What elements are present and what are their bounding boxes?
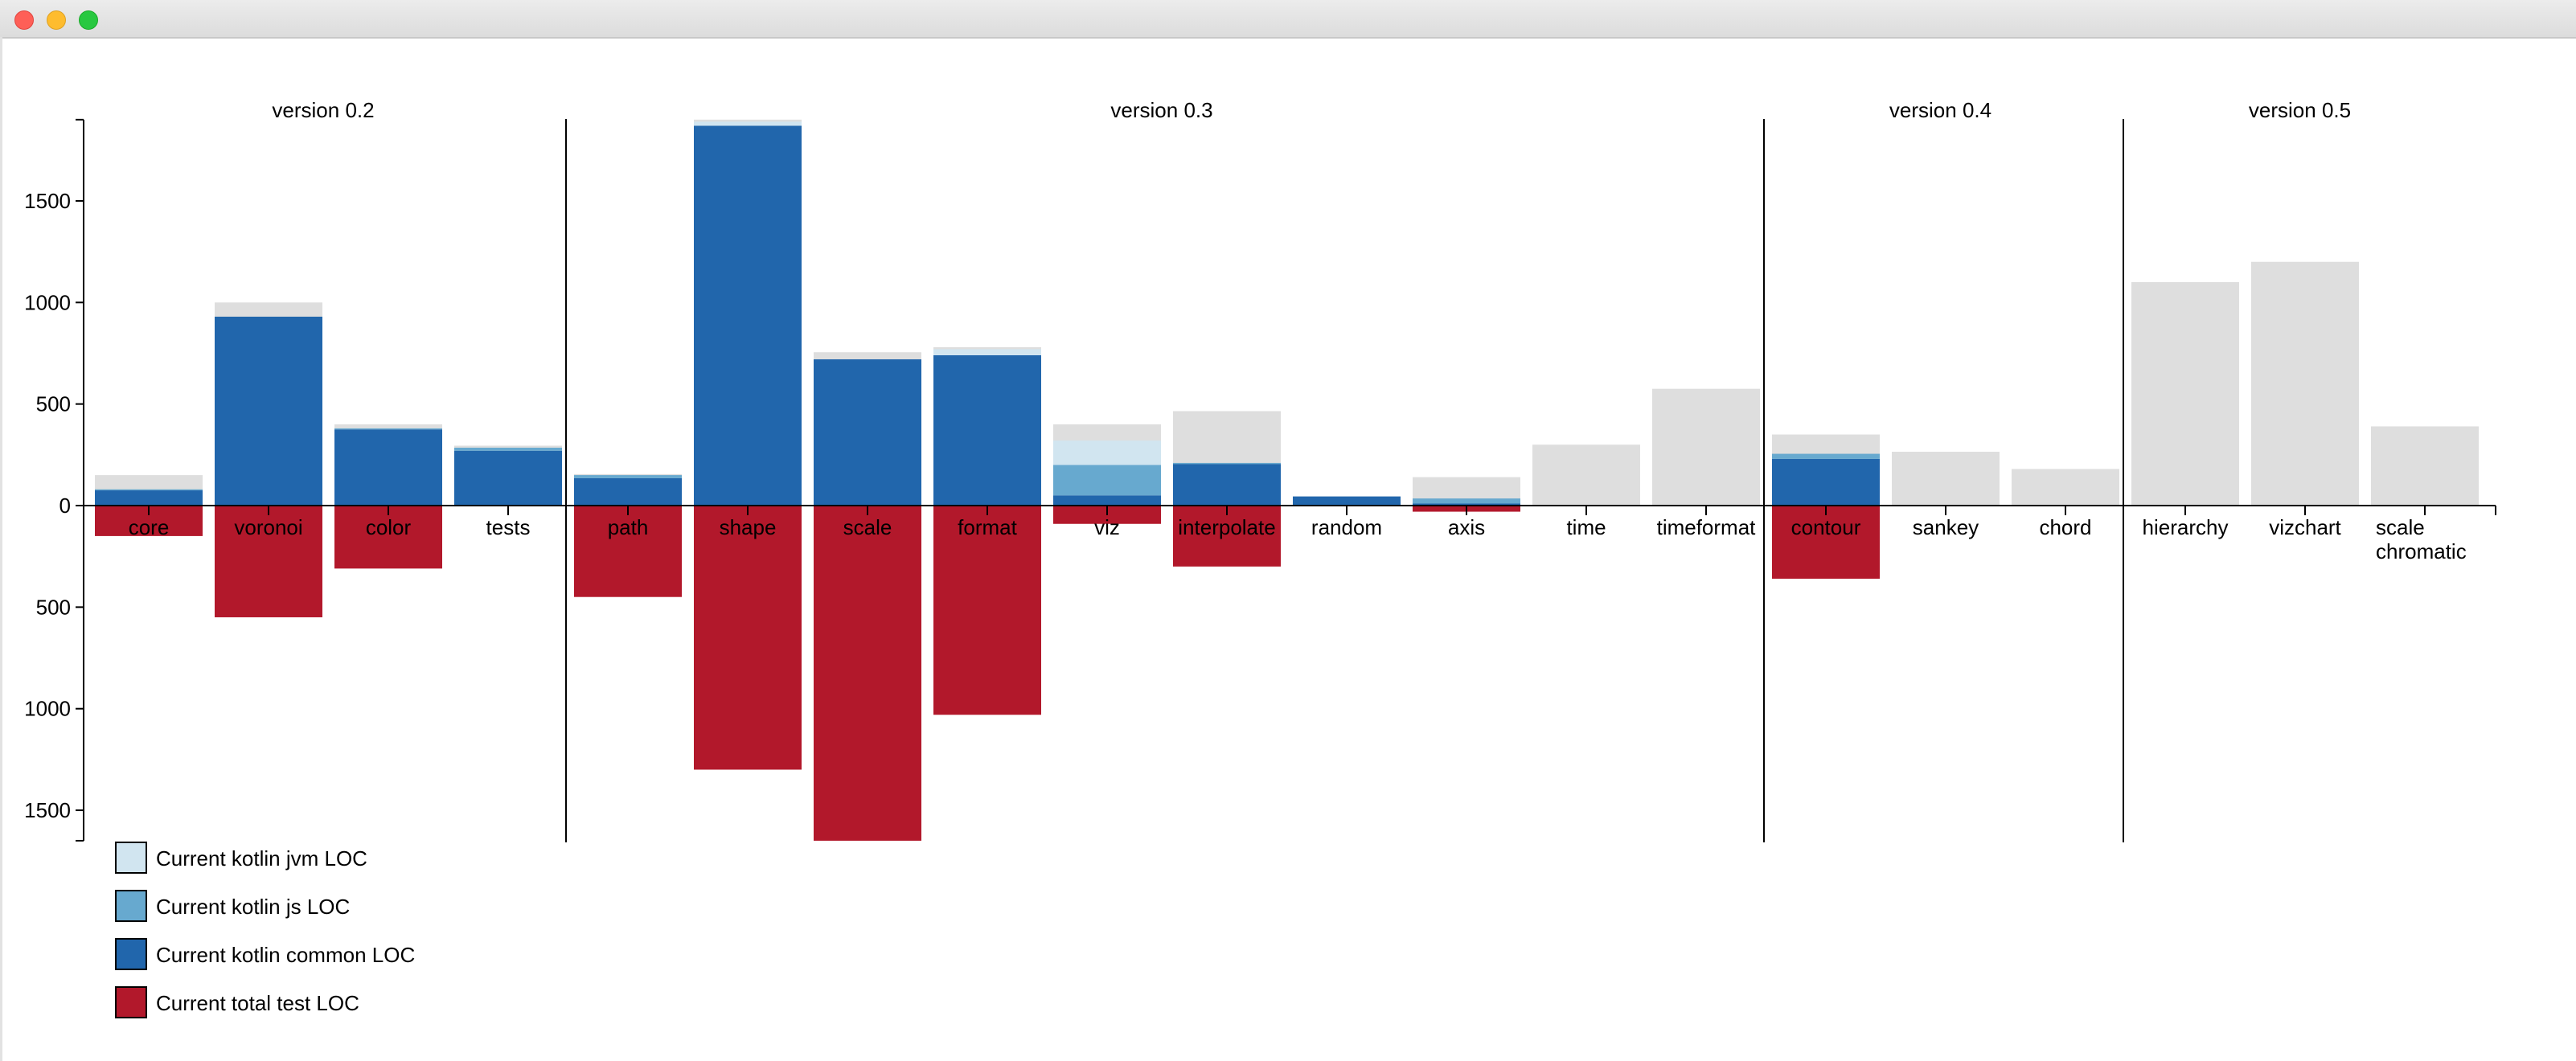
legend-swatch-0	[115, 842, 147, 874]
legend-swatch-3	[115, 986, 147, 1018]
estimate-bar-scale-chromatic	[2371, 426, 2479, 506]
window-edge	[0, 37, 2, 1061]
common-loc-bar-shape	[694, 125, 802, 506]
common-loc-bar-path	[574, 477, 682, 506]
x-tick-label-core: core	[129, 515, 170, 539]
test-loc-bar-color	[334, 506, 442, 569]
js-loc-bar-color	[334, 428, 442, 430]
x-tick-label-axis: axis	[1448, 515, 1485, 539]
estimate-bar-hierarchy	[2131, 282, 2239, 506]
test-loc-bar-voronoi	[215, 506, 322, 617]
js-loc-bar-contour	[1772, 453, 1880, 459]
y-tick-label: 1500	[24, 189, 71, 213]
legend-label-0: Current kotlin jvm LOC	[156, 846, 367, 871]
y-tick-label: 500	[36, 392, 71, 416]
common-loc-bar-core	[95, 490, 203, 506]
jvm-loc-bar-format	[933, 349, 1041, 356]
test-loc-bar-shape	[694, 506, 802, 770]
x-tick-label-voronoi: voronoi	[234, 515, 302, 539]
y-tick-label: 1500	[24, 798, 71, 822]
test-loc-bar-path	[574, 506, 682, 597]
common-loc-bar-voronoi	[215, 316, 322, 506]
common-loc-bar-viz	[1053, 495, 1161, 506]
js-loc-bar-axis	[1413, 498, 1520, 504]
estimate-bar-chord	[2012, 469, 2119, 506]
maximize-window-button[interactable]	[79, 10, 98, 30]
version-label: version 0.4	[1889, 98, 1991, 122]
common-loc-bar-tests	[454, 450, 562, 506]
version-label: version 0.3	[1110, 98, 1212, 122]
x-tick-label-path: path	[608, 515, 649, 539]
x-tick-label-sankey: sankey	[1913, 515, 1979, 539]
x-tick-label-hierarchy: hierarchy	[2143, 515, 2229, 539]
x-tick-label-interpolate: interpolate	[1178, 515, 1275, 539]
common-loc-bar-scale	[814, 359, 921, 506]
estimate-bar-sankey	[1892, 452, 2000, 506]
test-loc-bar-scale	[814, 506, 921, 841]
legend-swatch-1	[115, 890, 147, 922]
version-label: version 0.2	[272, 98, 374, 122]
x-tick-label-format: format	[958, 515, 1017, 539]
version-label: version 0.5	[2249, 98, 2351, 122]
x-tick-label-time: time	[1566, 515, 1606, 539]
x-tick-label-vizchart: vizchart	[2269, 515, 2341, 539]
legend-swatch-2	[115, 938, 147, 970]
common-loc-bar-format	[933, 355, 1041, 506]
x-tick-label-shape: shape	[720, 515, 777, 539]
y-tick-label: 1000	[24, 697, 71, 721]
x-tick-label-timeformat: timeformat	[1657, 515, 1757, 539]
legend-label-1: Current kotlin js LOC	[156, 895, 350, 919]
common-loc-bar-axis	[1413, 503, 1520, 506]
common-loc-bar-contour	[1772, 458, 1880, 506]
jvm-loc-bar-viz	[1053, 440, 1161, 465]
loc-chart: 1500 1000 500 0 500 1000 1500 core voronoi color t…	[24, 98, 2496, 1018]
y-tick-label: 500	[36, 595, 71, 619]
x-tick-label-contour: contour	[1791, 515, 1861, 539]
test-loc-bar-format	[933, 506, 1041, 715]
js-loc-bar-interpolate	[1173, 462, 1281, 465]
x-tick-label-tests: tests	[486, 515, 531, 539]
estimate-bar-timeformat	[1652, 388, 1760, 506]
x-tick-label-scale-chromatic: scale chromatic	[2376, 515, 2467, 563]
minimize-window-button[interactable]	[47, 10, 66, 30]
estimate-bar-vizchart	[2251, 261, 2359, 506]
legend-label-2: Current kotlin common LOC	[156, 943, 415, 967]
common-loc-bar-interpolate	[1173, 464, 1281, 506]
x-tick-label-viz: viz	[1094, 515, 1120, 539]
x-tick-label-color: color	[366, 515, 412, 539]
common-loc-bar-random	[1293, 496, 1401, 506]
close-window-button[interactable]	[14, 10, 34, 30]
x-tick-label-scale: scale	[843, 515, 892, 539]
test-loc-bar-interpolate	[1173, 506, 1281, 567]
x-tick-label-chord: chord	[2039, 515, 2091, 539]
js-loc-bar-path	[574, 475, 682, 478]
y-tick-label: 1000	[24, 290, 71, 314]
jvm-loc-bar-shape	[694, 121, 802, 126]
window-titlebar	[0, 0, 2576, 39]
x-tick-label-random: random	[1311, 515, 1382, 539]
js-loc-bar-tests	[454, 447, 562, 451]
js-loc-bar-viz	[1053, 465, 1161, 496]
legend-label-3: Current total test LOC	[156, 991, 359, 1015]
test-loc-bar-contour	[1772, 506, 1880, 579]
common-loc-bar-color	[334, 429, 442, 506]
y-tick-label: 0	[59, 494, 71, 518]
estimate-bar-time	[1532, 444, 1640, 506]
